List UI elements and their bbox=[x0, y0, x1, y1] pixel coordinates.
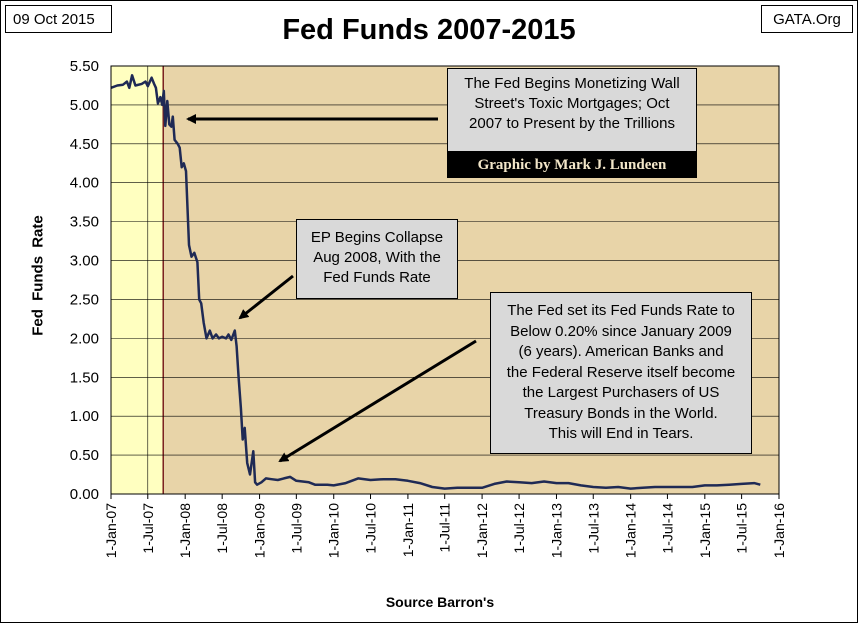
series-line bbox=[110, 74, 761, 490]
x-tick-label: 1-Jul-11 bbox=[437, 503, 453, 553]
y-tick-label: 2.00 bbox=[70, 330, 99, 347]
x-tick-label: 1-Jul-14 bbox=[659, 503, 675, 554]
y-tick-label: 5.50 bbox=[70, 58, 99, 75]
x-tick-label: 1-Jan-16 bbox=[771, 503, 787, 558]
annotation-monetizing-line: The Fed Begins Monetizing Wall bbox=[464, 75, 680, 92]
arrow-ep-collapse bbox=[238, 274, 294, 320]
y-tick-label: 4.50 bbox=[70, 136, 99, 153]
graphic-credit: Graphic by Mark J. Lundeen bbox=[447, 152, 697, 178]
plot-border bbox=[110, 65, 780, 495]
x-tick-label: 1-Jan-13 bbox=[548, 503, 564, 558]
x-tick-label: 1-Jul-13 bbox=[585, 503, 601, 554]
x-tick-labels: 1-Jan-07 1-Jul-07 1-Jan-08 1-Jul-08 1-Jan-09… bbox=[103, 494, 787, 558]
annotation-ep-collapse: EP Begins Collapse Aug 2008, With the Fe… bbox=[296, 219, 458, 299]
annotation-low-rate: The Fed set its Fed Funds Rate to Below … bbox=[490, 292, 752, 454]
chart-title: Fed Funds 2007-2015 bbox=[282, 14, 576, 46]
x-tick-label: 1-Jul-15 bbox=[734, 503, 750, 554]
y-tick-label: 1.50 bbox=[70, 369, 99, 386]
y-tick-labels: 0.00 0.50 1.00 1.50 2.00 2.50 3.00 3.50 4.00 4.50… bbox=[70, 58, 99, 503]
y-tick-label: 3.50 bbox=[70, 214, 99, 231]
x-tick-label: 1-Jul-08 bbox=[214, 503, 230, 554]
annotation-monetizing-line: Street's Toxic Mortgages; Oct bbox=[474, 95, 670, 112]
date-label: 09 Oct 2015 bbox=[5, 5, 112, 33]
x-tick-label: 1-Jan-10 bbox=[326, 503, 342, 558]
x-tick-label: 1-Jan-11 bbox=[400, 503, 416, 557]
y-tick-label: 2.50 bbox=[70, 291, 99, 308]
x-tick-label: 1-Jan-08 bbox=[177, 503, 193, 558]
y-axis-label: Fed Funds Rate bbox=[29, 215, 47, 336]
y-tick-label: 0.00 bbox=[70, 486, 99, 503]
highlight-region bbox=[111, 66, 164, 494]
x-tick-label: 1-Jan-14 bbox=[623, 503, 639, 558]
y-tick-label: 5.00 bbox=[70, 97, 99, 114]
x-tick-label: 1-Jul-07 bbox=[140, 503, 156, 554]
y-tick-label: 3.00 bbox=[70, 253, 99, 270]
annotation-arrows bbox=[186, 114, 477, 463]
y-tick-label: 0.50 bbox=[70, 447, 99, 464]
x-tick-label: 1-Jan-09 bbox=[252, 503, 268, 558]
x-tick-label: 1-Jan-12 bbox=[474, 503, 490, 558]
annotation-low-rate-line: the Federal Reserve itself become bbox=[506, 363, 736, 381]
arrow-low-rate bbox=[278, 339, 477, 463]
x-tick-label: 1-Jul-09 bbox=[288, 503, 304, 554]
annotation-low-rate-line: The Fed set its Fed Funds Rate to bbox=[507, 302, 735, 319]
annotation-ep-line: Fed Funds Rate bbox=[323, 269, 431, 286]
annotation-low-rate-line: Treasury Bonds in the World. bbox=[524, 404, 718, 422]
y-tick-label: 1.00 bbox=[70, 408, 99, 425]
x-tick-label: 1-Jan-15 bbox=[697, 503, 713, 558]
annotation-low-rate-line: the Largest Purchasers of US bbox=[522, 384, 720, 401]
annotation-ep-line: EP Begins Collapse bbox=[310, 229, 444, 246]
annotation-monetizing-line: 2007 to Present by the Trillions bbox=[469, 115, 675, 132]
annotation-ep-line: Aug 2008, With the bbox=[313, 249, 441, 266]
x-tick-label: 1-Jul-10 bbox=[363, 503, 379, 554]
annotation-low-rate-line: This will End in Tears. bbox=[548, 425, 694, 442]
y-tick-label: 4.00 bbox=[70, 175, 99, 192]
x-tick-label: 1-Jul-12 bbox=[511, 503, 527, 554]
annotation-low-rate-line: Below 0.20% since January 2009 bbox=[510, 322, 732, 340]
x-axis-label: Source Barron's bbox=[385, 594, 495, 610]
source-site-label: GATA.Org bbox=[761, 5, 853, 33]
x-tick-label: 1-Jan-07 bbox=[103, 503, 119, 558]
annotation-low-rate-line: (6 years). American Banks and bbox=[518, 343, 724, 360]
annotation-monetizing: The Fed Begins Monetizing Wall Street's … bbox=[447, 68, 697, 152]
